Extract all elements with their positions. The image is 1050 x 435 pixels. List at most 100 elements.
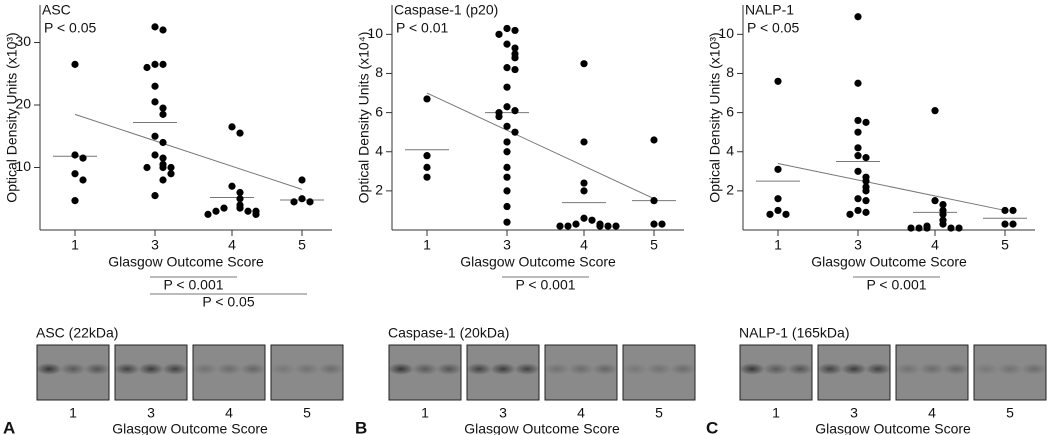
data-point (71, 197, 79, 205)
data-point (862, 187, 870, 195)
data-point (854, 79, 862, 87)
data-point (503, 173, 511, 181)
comparison-label: P < 0.001 (515, 277, 575, 293)
data-point (212, 207, 220, 215)
data-point (774, 206, 782, 215)
data-point (511, 26, 519, 35)
data-point (939, 220, 947, 228)
data-point (846, 210, 854, 218)
blot-band (412, 363, 438, 375)
data-point (854, 128, 862, 136)
data-point (503, 187, 511, 195)
blot-band (60, 363, 86, 375)
data-point (495, 30, 503, 38)
data-point (71, 60, 79, 68)
data-point (495, 112, 503, 121)
data-point (252, 210, 260, 218)
data-point (167, 163, 175, 172)
data-point (572, 220, 580, 228)
data-point (167, 170, 175, 178)
y-tick-label: 2 (375, 182, 383, 198)
data-point (939, 210, 947, 218)
blot-band (592, 363, 618, 375)
data-point (854, 152, 862, 160)
data-point (862, 118, 870, 126)
data-point (862, 208, 870, 216)
data-point (862, 177, 870, 185)
blot-x-label: Glasgow Outcome Score (815, 421, 971, 435)
data-point (511, 44, 519, 52)
blot-lane-label: 3 (850, 405, 858, 421)
x-axis-label: Glasgow Outcome Score (460, 254, 616, 270)
blot-x-label: Glasgow Outcome Score (464, 421, 620, 435)
blot-band (646, 363, 672, 375)
panel-title: ASC (42, 2, 71, 18)
y-tick-label: 10 (367, 25, 383, 41)
data-point (159, 26, 167, 34)
data-point (503, 40, 511, 48)
blot-lane-label: 5 (655, 405, 663, 421)
data-point (151, 23, 159, 31)
blot-band (162, 363, 188, 375)
y-tick-label: 8 (726, 64, 734, 80)
x-tick-label: 1 (423, 237, 431, 253)
data-point (931, 107, 939, 115)
data-point (854, 13, 862, 21)
x-tick-label: 3 (151, 237, 159, 253)
blot-lane-label: 3 (499, 405, 507, 421)
blot-band (490, 363, 516, 375)
data-point (503, 202, 511, 211)
data-point (1009, 206, 1017, 215)
blot-band (763, 363, 789, 375)
blot-band (84, 363, 110, 375)
data-point (854, 167, 862, 175)
blot-band (739, 363, 765, 375)
data-point (503, 163, 511, 171)
blot-band (622, 363, 648, 375)
data-point (854, 144, 862, 152)
data-point (774, 77, 782, 85)
data-point (79, 154, 87, 162)
blot-lane-label: 1 (421, 405, 429, 421)
blot-lane-label: 5 (303, 405, 311, 421)
data-point (236, 195, 244, 203)
blot-band (294, 363, 320, 375)
data-point (143, 63, 151, 72)
data-point (511, 107, 519, 115)
data-point (556, 222, 564, 230)
blot-lane-label: 5 (1006, 405, 1014, 421)
data-point (939, 200, 947, 209)
y-tick-label: 8 (375, 64, 383, 80)
blot-label: ASC (22kDa) (36, 325, 118, 341)
p-annotation: P < 0.05 (747, 20, 800, 36)
data-point (159, 154, 167, 162)
data-point (854, 116, 862, 125)
y-tick-label: 4 (375, 142, 383, 158)
data-point (159, 60, 167, 68)
data-point (159, 138, 167, 147)
data-point (204, 210, 212, 218)
data-point (236, 188, 244, 197)
blot-band (216, 363, 242, 375)
trend-line (74, 113, 303, 190)
data-point (1001, 206, 1009, 215)
data-point (782, 210, 790, 218)
data-point (159, 163, 167, 172)
blot-band (138, 363, 164, 375)
data-point (907, 224, 915, 232)
x-tick-label: 1 (774, 237, 782, 253)
data-point (862, 154, 870, 162)
data-point (228, 182, 236, 190)
x-tick-label: 5 (298, 237, 306, 253)
data-point (947, 224, 955, 232)
y-tick-label: 10 (718, 25, 734, 41)
data-point (596, 222, 604, 230)
x-axis-label: Glasgow Outcome Score (811, 254, 967, 270)
data-point (423, 163, 431, 171)
data-point (503, 138, 511, 146)
blot-band (997, 363, 1023, 375)
data-point (159, 104, 167, 112)
data-point (503, 122, 511, 130)
data-point (564, 222, 572, 230)
comparison-label: P < 0.05 (202, 294, 255, 310)
